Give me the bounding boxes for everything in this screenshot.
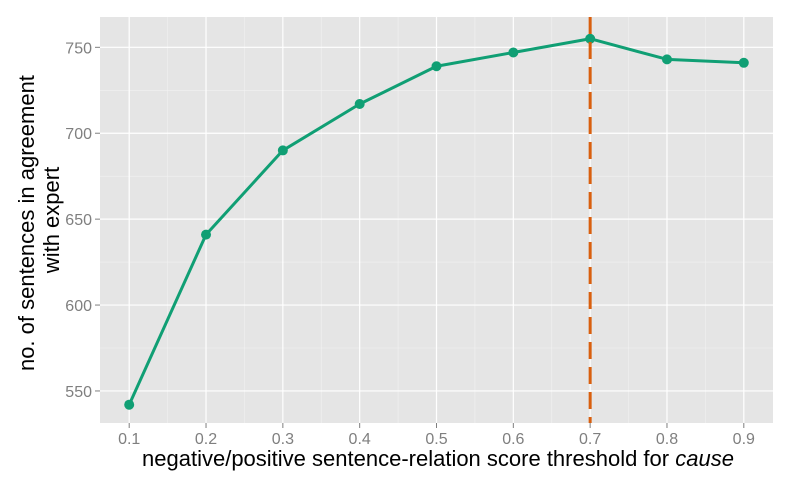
x-tick-label: 0.8 — [656, 431, 678, 448]
y-tick-label: 600 — [65, 298, 92, 315]
x-tick-label: 0.5 — [425, 431, 447, 448]
x-tick-label: 0.6 — [502, 431, 524, 448]
x-tick-label: 0.7 — [579, 431, 601, 448]
data-point — [277, 145, 288, 156]
y-tick-label: 550 — [65, 384, 92, 401]
data-point — [124, 399, 135, 410]
data-point — [431, 61, 442, 72]
y-tick-label: 650 — [65, 212, 92, 229]
x-tick-label: 0.4 — [349, 431, 371, 448]
data-point — [585, 33, 596, 44]
y-tick-label: 750 — [65, 40, 92, 57]
x-tick-label: 0.3 — [272, 431, 294, 448]
y-axis-title: no. of sentences in agreement with exper… — [14, 69, 64, 371]
y-axis-title-line2: with expert — [39, 167, 64, 274]
x-tick-label: 0.2 — [195, 431, 217, 448]
y-axis-title-line1: no. of sentences in agreement — [14, 75, 39, 371]
data-point — [201, 229, 212, 240]
data-point — [738, 57, 749, 68]
x-axis-title-italic: cause — [675, 446, 734, 471]
data-points — [124, 33, 749, 410]
data-point — [354, 99, 365, 110]
data-point — [508, 47, 519, 58]
y-axis: 550 600 650 700 750 — [65, 40, 100, 401]
x-axis-title-main: negative/positive sentence-relation scor… — [142, 446, 669, 471]
data-point — [661, 54, 672, 65]
y-tick-label: 700 — [65, 126, 92, 143]
x-tick-label: 0.9 — [733, 431, 755, 448]
x-axis-title: negative/positive sentence-relation scor… — [142, 446, 734, 471]
grid — [100, 17, 773, 423]
x-axis: 0.1 0.2 0.3 0.4 0.5 0.6 0.7 0.8 0.9 — [118, 423, 755, 448]
x-tick-label: 0.1 — [118, 431, 140, 448]
